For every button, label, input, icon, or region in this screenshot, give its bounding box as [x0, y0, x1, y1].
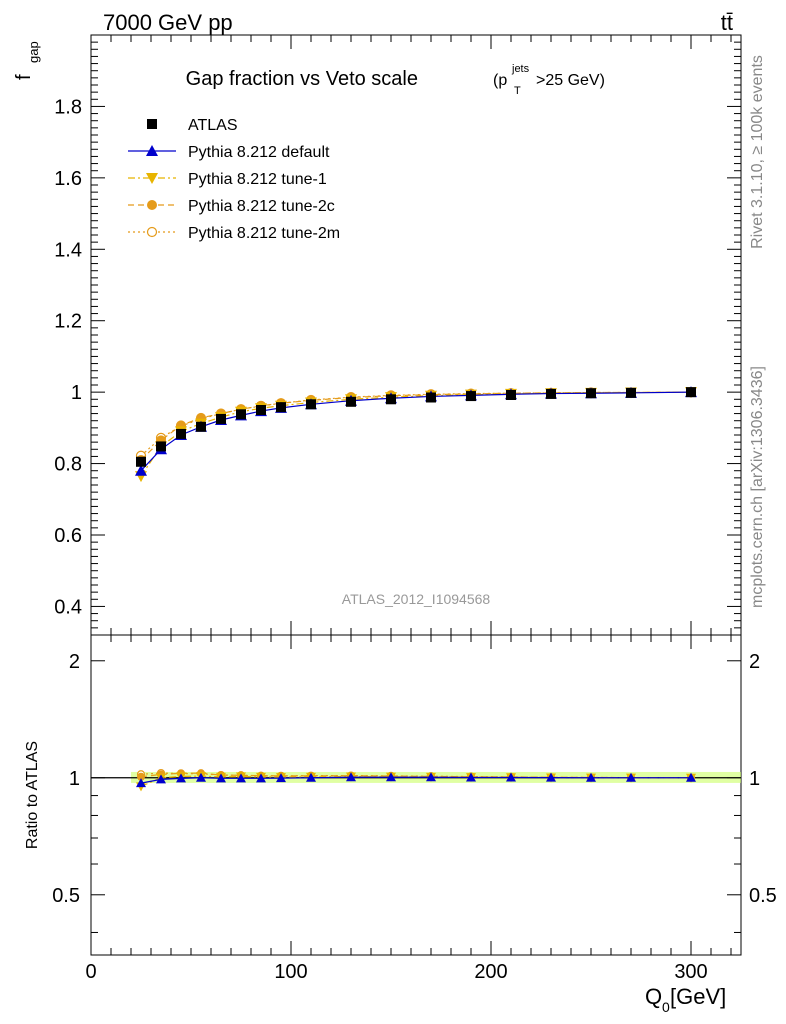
- y-tick-label: 1: [71, 382, 82, 404]
- ratio-tick-label-left: 1: [69, 768, 80, 790]
- data-point-atlas: [346, 396, 356, 407]
- mcplots-label: mcplots.cern.ch [arXiv:1306.3436]: [749, 366, 766, 608]
- analysis-id-label: ATLAS_2012_I1094568: [342, 591, 491, 607]
- ratio-point-pythia-8-212-default: [256, 773, 266, 783]
- data-point-atlas: [176, 428, 186, 439]
- series-line-pythia-8-212-tune-1: [140, 391, 692, 477]
- x-tick-label: 200: [474, 961, 507, 983]
- data-point-atlas: [466, 391, 476, 402]
- data-point-pythia-8-212-default: [135, 464, 147, 476]
- legend-marker-atlas: [147, 119, 157, 129]
- ratio-point-pythia-8-212-default: [546, 772, 556, 782]
- legend-label-atlas: ATLAS: [188, 117, 238, 134]
- axis-ticks: 0 100 200 300 0.4 0.6 0.8 1 1.2 1.4 1.6 1.8 0.5 0.5 1 1…: [52, 34, 777, 983]
- data-point-atlas: [586, 388, 596, 399]
- x-tick-label: 0: [85, 961, 96, 983]
- y-axis-label-sub: gap: [26, 41, 41, 63]
- x-axis-label: Q 0 [GeV]: [645, 984, 726, 1015]
- ratio-point-pythia-8-212-default: [136, 778, 146, 788]
- x-axis-label-sub: 0: [662, 999, 670, 1015]
- y-tick-label: 0.6: [54, 525, 82, 547]
- y-axis-label: f gap: [13, 41, 41, 80]
- ratio-point-pythia-8-212-default: [176, 773, 186, 783]
- collision-label: 7000 GeV pp: [103, 10, 233, 35]
- rivet-version-label: Rivet 3.1.10, ≥ 100k events: [749, 55, 766, 249]
- main-series-layer: [135, 386, 697, 483]
- data-point-atlas: [686, 387, 696, 398]
- y-tick-label: 0.4: [54, 596, 82, 618]
- title-cut-sup: jets: [511, 63, 530, 75]
- data-point-atlas: [196, 421, 206, 432]
- legend: ATLAS Pythia 8.212 default Pythia 8.212 tu…: [128, 117, 340, 242]
- legend-label-pythia-8-212-tune-1: Pythia 8.212 tune-1: [188, 171, 327, 188]
- legend-label-pythia-8-212-tune-2c: Pythia 8.212 tune-2c: [188, 198, 335, 215]
- y-tick-label: 1.6: [54, 168, 82, 190]
- data-point-atlas: [426, 392, 436, 403]
- data-point-atlas: [236, 409, 246, 420]
- series-line-pythia-8-212-tune-2c: [140, 391, 692, 461]
- x-axis-label-unit: [GeV]: [670, 984, 726, 1009]
- ratio-point-pythia-8-212-default: [426, 772, 436, 782]
- chart-title: Gap fraction vs Veto scale: [186, 68, 418, 90]
- x-tick-label: 300: [674, 961, 707, 983]
- data-point-atlas: [506, 390, 516, 400]
- ratio-point-pythia-8-212-default: [306, 772, 316, 782]
- legend-label-pythia-8-212-tune-2m: Pythia 8.212 tune-2m: [188, 225, 340, 242]
- ratio-point-pythia-8-212-default: [686, 772, 696, 782]
- y-tick-label: 1.2: [54, 311, 82, 333]
- data-point-atlas: [306, 399, 316, 410]
- ratio-tick-label-left: 2: [69, 651, 80, 673]
- data-point-atlas: [626, 387, 636, 398]
- process-label: tt̄: [721, 10, 733, 35]
- legend-marker-pythia-8-212-tune-2c: [147, 200, 157, 210]
- y-tick-label: 1.8: [54, 96, 82, 118]
- x-tick-label: 100: [274, 961, 307, 983]
- legend-label-pythia-8-212-default: Pythia 8.212 default: [188, 144, 330, 161]
- ratio-plot-frame: [90, 634, 742, 956]
- data-point-atlas: [256, 405, 266, 415]
- chart-title-cut: (p jets T >25 GeV): [493, 63, 605, 97]
- ratio-point-pythia-8-212-default: [626, 772, 636, 782]
- ratio-point-pythia-8-212-default: [346, 772, 356, 782]
- title-cut-p: (p: [493, 72, 507, 89]
- legend-marker-pythia-8-212-default: [146, 145, 158, 156]
- ratio-line-pythia-8-212-tune-2c: [140, 772, 692, 779]
- ratio-point-pythia-8-212-default: [236, 773, 246, 783]
- ratio-tick-label-right: 0.5: [749, 885, 777, 907]
- title-cut-sub: T: [514, 85, 521, 97]
- ratio-point-pythia-8-212-default: [386, 772, 396, 782]
- ratio-y-axis-label: Ratio to ATLAS: [24, 741, 41, 849]
- ratio-tick-label-right: 1: [749, 768, 760, 790]
- ratio-point-pythia-8-212-default: [216, 773, 226, 783]
- x-axis-label-main: Q: [645, 984, 662, 1009]
- title-cut-rest: >25 GeV): [536, 72, 605, 89]
- ratio-point-pythia-8-212-default: [276, 773, 286, 783]
- ratio-point-pythia-8-212-default: [156, 774, 166, 784]
- ratio-point-pythia-8-212-default: [466, 772, 476, 782]
- ratio-point-pythia-8-212-tune-2c: [137, 772, 145, 781]
- ratio-tick-label-right: 2: [749, 651, 760, 673]
- series-line-pythia-8-212-default: [140, 391, 692, 472]
- data-point-atlas: [156, 441, 166, 452]
- data-point-atlas: [546, 388, 556, 399]
- ratio-series-layer: [136, 768, 696, 792]
- data-point-atlas: [276, 402, 286, 413]
- data-point-atlas: [386, 394, 396, 405]
- ratio-point-pythia-8-212-default: [586, 772, 596, 782]
- ratio-point-pythia-8-212-default: [506, 772, 516, 782]
- data-point-atlas: [216, 413, 226, 424]
- legend-marker-pythia-8-212-tune-2m: [146, 226, 158, 238]
- y-tick-label: 0.8: [54, 454, 82, 476]
- y-tick-label: 1.4: [54, 239, 82, 261]
- y-axis-label-main: f: [13, 74, 35, 80]
- legend-marker-pythia-8-212-tune-1: [146, 173, 158, 184]
- ratio-point-pythia-8-212-default: [196, 772, 206, 782]
- ratio-line-pythia-8-212-tune-1: [140, 775, 692, 787]
- data-point-atlas: [136, 456, 146, 467]
- ratio-line-pythia-8-212-default: [140, 776, 691, 784]
- ratio-tick-label-left: 0.5: [52, 885, 80, 907]
